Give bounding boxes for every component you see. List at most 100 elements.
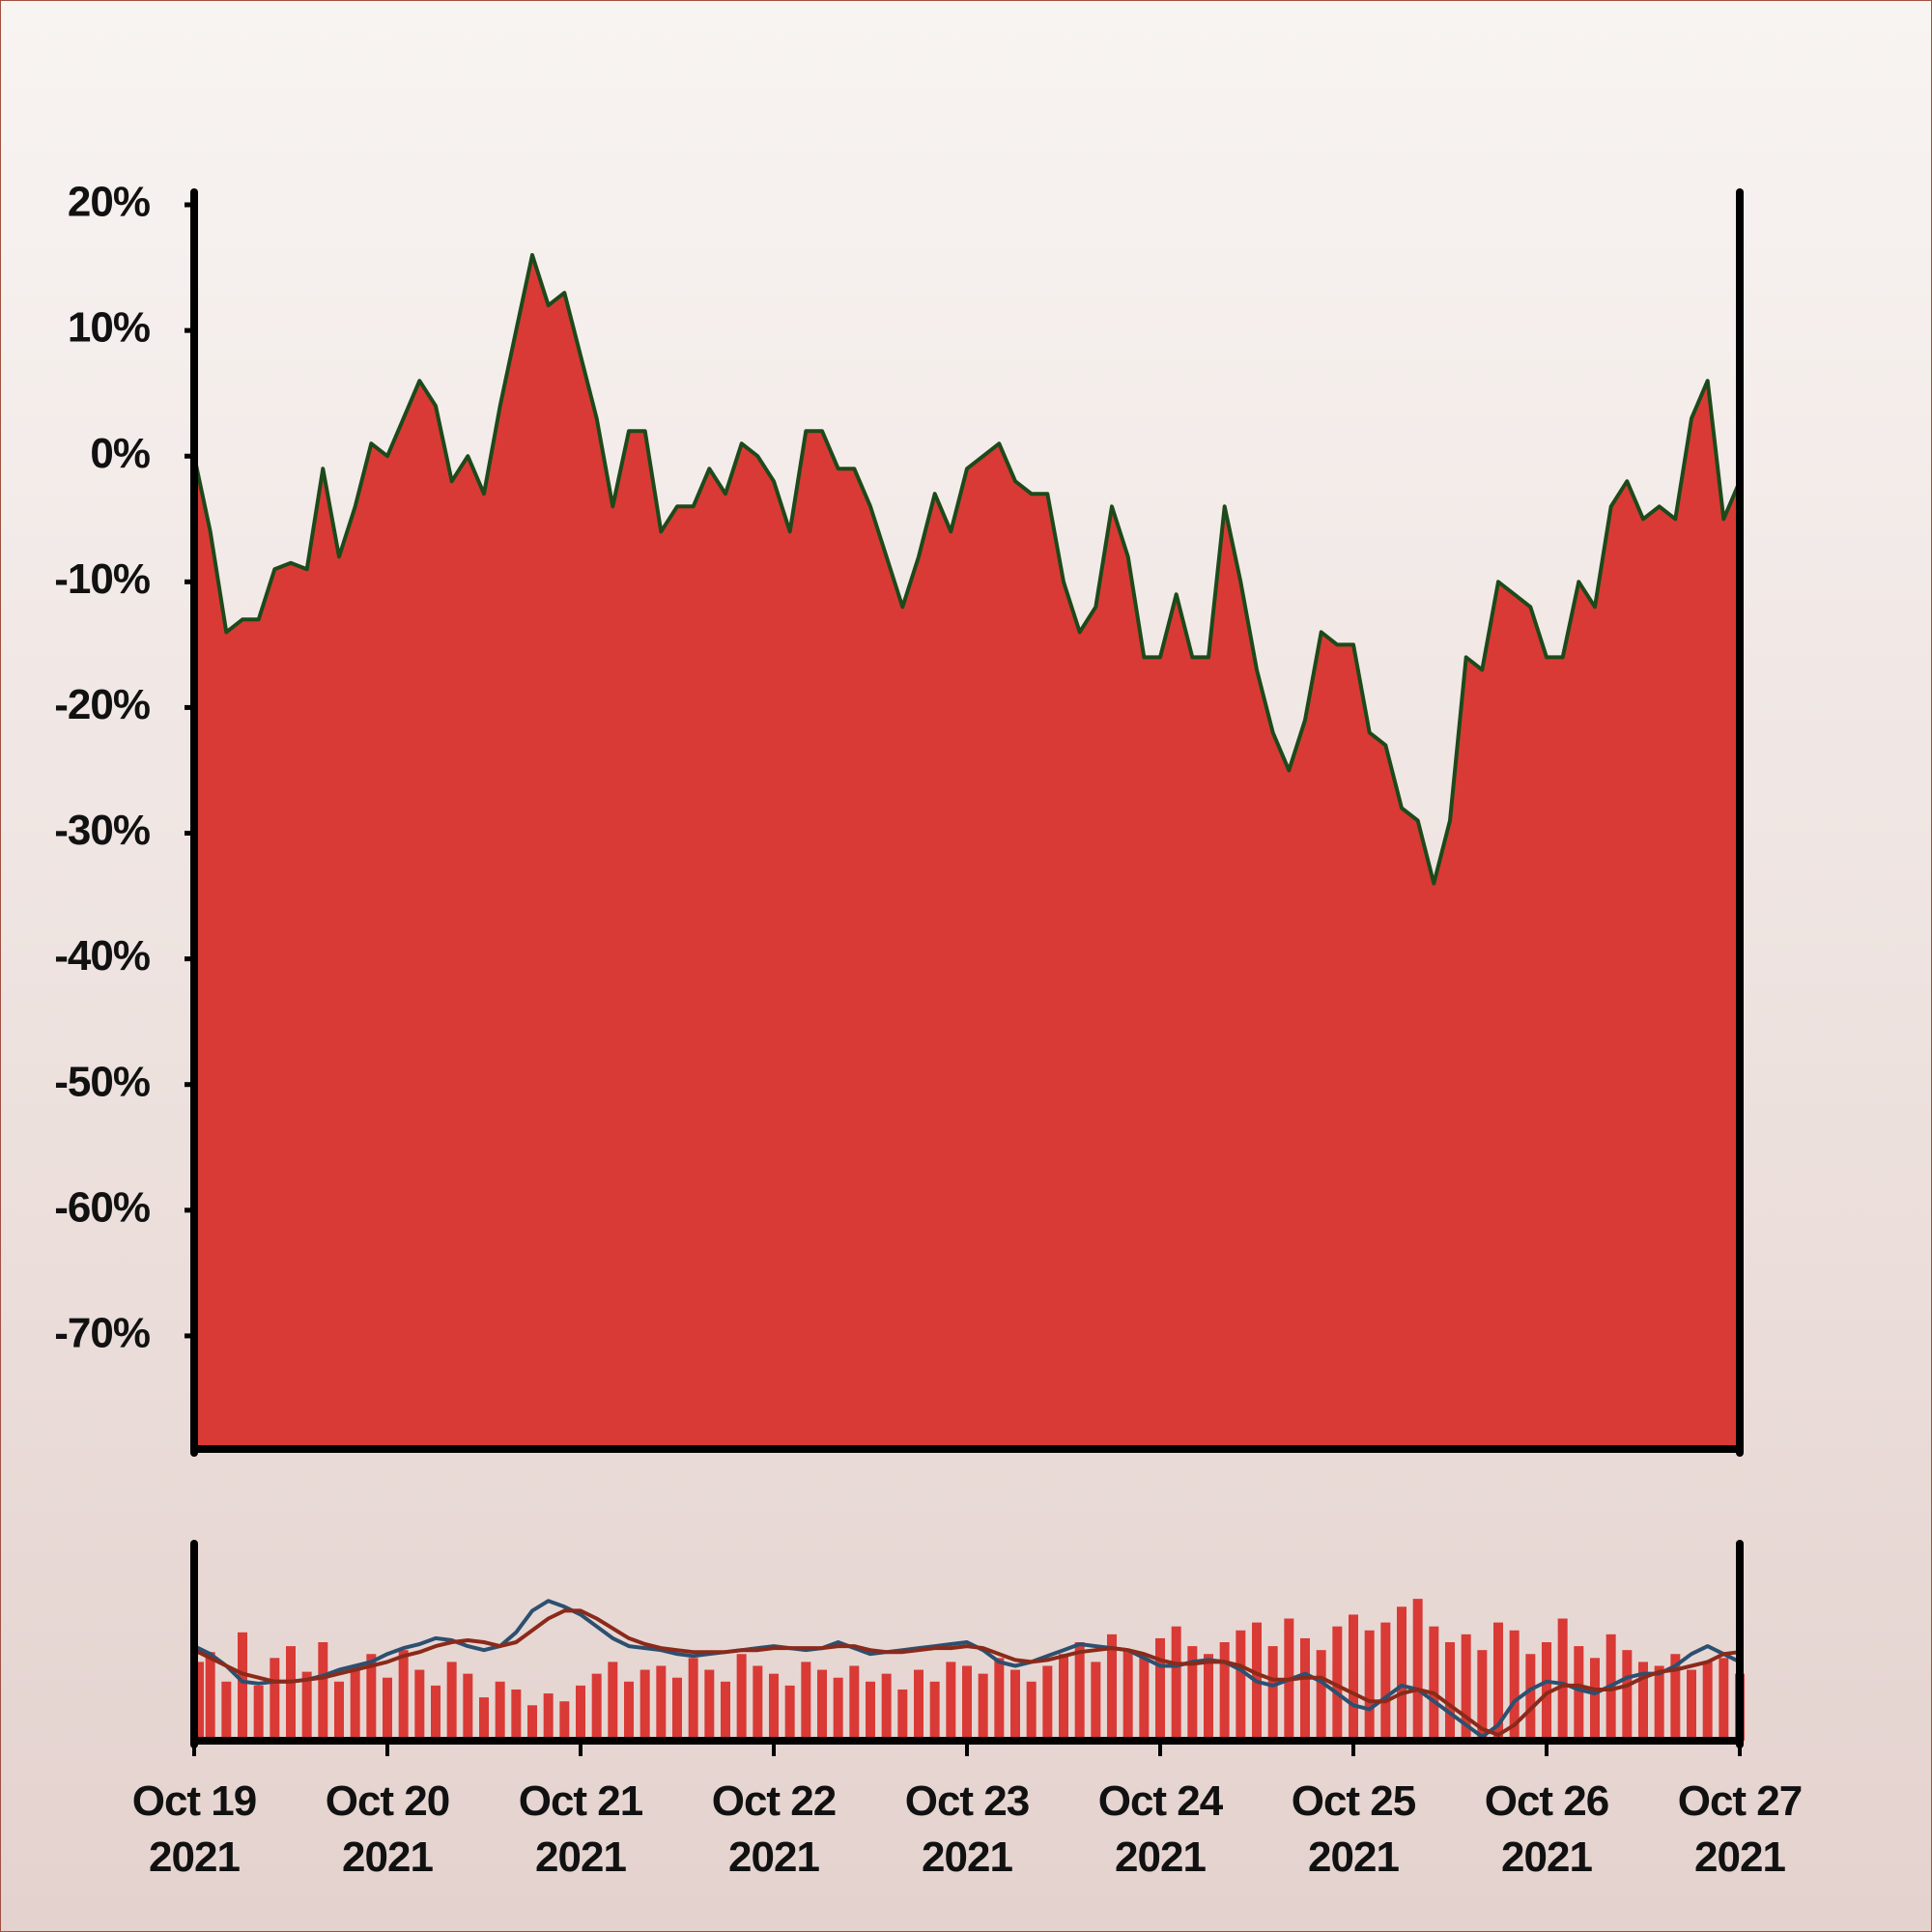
volume-bar (1493, 1622, 1503, 1741)
volume-bar (1445, 1642, 1455, 1741)
y-tick-label: -10% (54, 555, 150, 603)
volume-bar (431, 1685, 440, 1741)
x-tick-label: Oct 20 2021 (325, 1777, 451, 1881)
volume-bar (1026, 1681, 1037, 1741)
volume-bar (1204, 1654, 1213, 1741)
volume-bar (1349, 1614, 1358, 1741)
volume-bar (1574, 1646, 1584, 1741)
volume-bar (194, 1662, 204, 1741)
volume-bar (1525, 1654, 1536, 1741)
volume-bar (366, 1654, 377, 1741)
volume-bar (1236, 1630, 1246, 1741)
volume-bar (929, 1681, 940, 1741)
volume-bar (801, 1662, 811, 1741)
volume-bar (897, 1689, 908, 1741)
volume-bar (1638, 1662, 1648, 1741)
volume-bar (1670, 1654, 1681, 1741)
y-tick-label: -40% (54, 932, 150, 980)
volume-bar (769, 1673, 779, 1741)
volume-bar (1590, 1658, 1600, 1741)
volume-bar (1042, 1665, 1053, 1741)
volume-bar (1364, 1630, 1375, 1741)
volume-bar (205, 1652, 215, 1741)
volume-bar (608, 1662, 618, 1741)
y-tick-label: 10% (68, 304, 150, 352)
x-tick-label: Oct 26 2021 (1484, 1777, 1610, 1881)
volume-bar (1557, 1618, 1568, 1741)
volume-bar (1059, 1654, 1068, 1741)
volume-bar (479, 1697, 489, 1741)
volume-bar (881, 1673, 892, 1741)
volume-bar (1687, 1669, 1696, 1741)
x-tick-label: Oct 21 2021 (518, 1777, 644, 1881)
volume-bar (270, 1658, 280, 1741)
volume-bar (1155, 1637, 1165, 1741)
volume-bar (1412, 1599, 1423, 1741)
y-tick-label: -60% (54, 1183, 150, 1231)
volume-bar (286, 1646, 296, 1741)
y-tick-label: -70% (54, 1310, 150, 1357)
volume-bar (962, 1665, 972, 1741)
volume-bar (1316, 1650, 1326, 1741)
volume-bar (414, 1669, 425, 1741)
volume-bar (994, 1658, 1005, 1741)
volume-bar (1477, 1650, 1488, 1741)
x-tick-label: Oct 25 2021 (1291, 1777, 1417, 1881)
x-tick-label: Oct 19 2021 (131, 1777, 258, 1881)
x-tick-label: Oct 24 2021 (1097, 1777, 1224, 1881)
volume-bar (978, 1673, 988, 1741)
volume-bar (1622, 1650, 1633, 1741)
volume-bar (784, 1685, 795, 1741)
x-tick-label: Oct 22 2021 (711, 1777, 838, 1881)
y-tick-label: 0% (90, 430, 150, 477)
volume-bar (543, 1693, 554, 1741)
volume-bar (721, 1681, 730, 1741)
volume-bar (1429, 1626, 1439, 1741)
volume-bar (1509, 1630, 1520, 1741)
line (192, 253, 1742, 886)
volume-bar (1719, 1658, 1729, 1741)
volume-bar (221, 1681, 232, 1741)
volume-bar (1074, 1642, 1085, 1741)
volume-bar (849, 1665, 860, 1741)
moving-average (193, 1608, 1741, 1737)
volume-bar (1122, 1650, 1133, 1741)
volume-bar (318, 1642, 328, 1741)
volume-bar (639, 1669, 650, 1741)
volume-bar (301, 1671, 312, 1741)
volume-bar (1300, 1637, 1310, 1741)
volume-bar (624, 1681, 634, 1741)
volume-bar (1380, 1622, 1391, 1741)
volume-bar (736, 1654, 747, 1741)
volume-bar (511, 1689, 522, 1741)
volume-bar (1171, 1626, 1181, 1741)
y-tick-label: 20% (68, 179, 150, 226)
volume-bar (672, 1677, 682, 1741)
volume-bar (559, 1701, 570, 1741)
volume-bar (446, 1662, 457, 1741)
volume-bar (334, 1681, 344, 1741)
volume-bar (383, 1677, 392, 1741)
volume-bar (914, 1669, 923, 1741)
volume-bar (238, 1632, 247, 1741)
volume-bar (1010, 1669, 1020, 1741)
volume-bar (1397, 1606, 1406, 1741)
volume-bar (833, 1677, 843, 1741)
volume-bar (1107, 1634, 1117, 1741)
y-tick-label: -20% (54, 681, 150, 728)
y-tick-label: -30% (54, 807, 150, 854)
volume-bar (495, 1681, 505, 1741)
volume-bar (1187, 1646, 1198, 1741)
volume-bar (591, 1673, 602, 1741)
volume-bar (1654, 1665, 1664, 1741)
volume-bar (1091, 1662, 1101, 1741)
y-tick-label: -50% (54, 1058, 150, 1105)
volume-bar (1219, 1642, 1230, 1741)
volume-bar (946, 1662, 956, 1741)
volume-bar (866, 1681, 875, 1741)
volume-bar (1139, 1658, 1150, 1741)
volume-bar (704, 1669, 715, 1741)
volume-bar (753, 1665, 763, 1741)
